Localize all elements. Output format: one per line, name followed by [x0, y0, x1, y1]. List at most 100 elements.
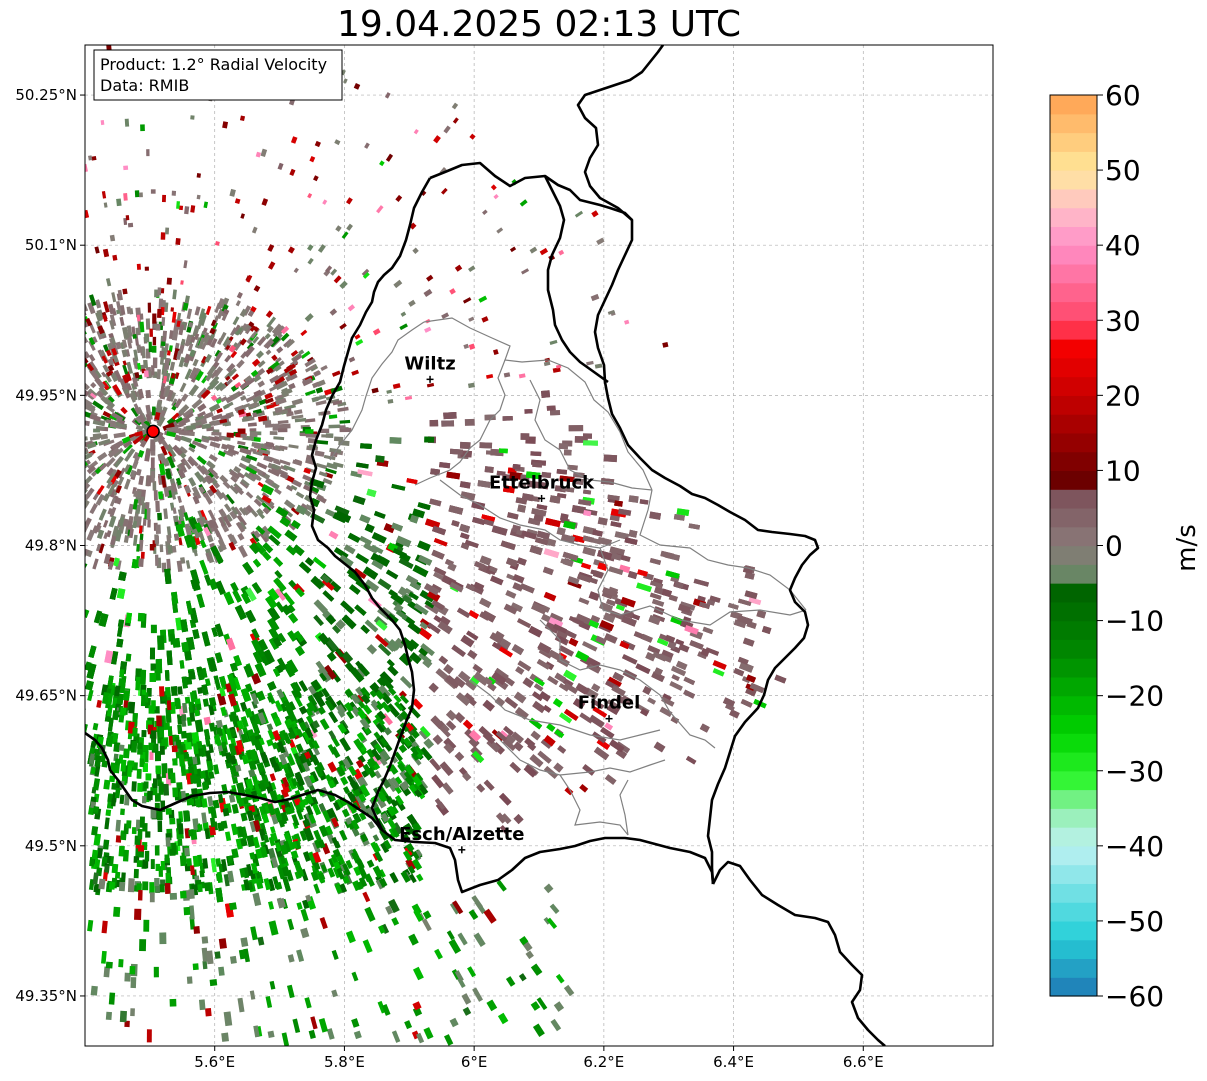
velocity-gate — [367, 821, 375, 830]
velocity-gate — [226, 363, 236, 373]
velocity-gate — [175, 477, 182, 486]
velocity-gate — [412, 247, 419, 254]
velocity-gate — [235, 326, 243, 336]
velocity-gate — [175, 416, 183, 424]
velocity-gate — [269, 374, 280, 384]
velocity-gate — [403, 771, 414, 784]
velocity-gate — [261, 198, 269, 206]
velocity-gate — [311, 720, 320, 729]
velocity-gate — [232, 316, 240, 326]
velocity-gate — [115, 484, 123, 494]
velocity-gate — [586, 360, 594, 366]
velocity-gate — [733, 619, 747, 629]
velocity-gate — [503, 372, 511, 378]
velocity-gate — [344, 689, 353, 698]
velocity-gate — [350, 667, 365, 683]
velocity-gate — [345, 816, 354, 825]
velocity-gate — [467, 649, 478, 660]
velocity-gate — [266, 738, 274, 747]
velocity-gate — [214, 240, 220, 246]
velocity-gate — [309, 155, 316, 163]
velocity-gate — [675, 638, 685, 646]
velocity-gate — [186, 336, 192, 346]
velocity-gate — [391, 522, 403, 532]
velocity-gate — [592, 570, 604, 579]
velocity-gate — [240, 701, 248, 712]
velocity-gate — [273, 459, 282, 466]
velocity-gate — [116, 421, 128, 429]
velocity-gate — [400, 311, 407, 317]
velocity-gate — [253, 819, 262, 833]
velocity-gate — [89, 368, 99, 380]
velocity-gate — [414, 788, 423, 798]
velocity-gate — [594, 363, 603, 369]
velocity-gate — [645, 651, 656, 662]
velocity-gate — [143, 781, 149, 789]
velocity-gate — [145, 404, 152, 415]
velocity-gate — [188, 446, 196, 453]
velocity-gate — [377, 791, 388, 803]
velocity-gate — [73, 355, 80, 363]
velocity-gate — [313, 829, 322, 842]
velocity-gate — [364, 543, 376, 553]
velocity-gate — [331, 370, 341, 377]
velocity-gate — [217, 538, 227, 551]
velocity-gate — [228, 448, 240, 455]
velocity-gate — [375, 455, 385, 463]
velocity-gate — [267, 244, 275, 252]
velocity-gate — [75, 361, 85, 372]
velocity-gate — [152, 313, 157, 324]
velocity-gate — [200, 355, 208, 364]
velocity-gate — [126, 361, 134, 374]
velocity-gate — [85, 349, 86, 360]
velocity-gate — [359, 784, 371, 798]
velocity-gate — [274, 588, 286, 601]
velocity-gate — [482, 731, 496, 745]
velocity-gate — [250, 862, 259, 875]
velocity-gate — [343, 78, 348, 84]
velocity-gate — [426, 382, 435, 388]
velocity-gate — [383, 727, 392, 736]
velocity-gate — [171, 745, 178, 753]
velocity-gate — [274, 406, 283, 414]
velocity-gate — [189, 865, 195, 876]
velocity-gate — [374, 794, 387, 809]
velocity-gate — [313, 599, 328, 614]
velocity-gate — [331, 989, 338, 998]
velocity-gate — [502, 738, 516, 751]
velocity-gate — [176, 320, 181, 328]
velocity-gate — [413, 909, 424, 923]
velocity-gate — [486, 373, 494, 379]
velocity-gate — [662, 341, 669, 348]
velocity-gate — [330, 853, 339, 864]
velocity-gate — [257, 712, 267, 725]
velocity-gate — [597, 517, 608, 526]
velocity-gate — [642, 685, 652, 695]
velocity-gate — [377, 578, 392, 591]
velocity-gate — [98, 438, 111, 446]
velocity-gate — [468, 729, 482, 742]
velocity-gate — [303, 775, 313, 788]
velocity-gate — [102, 839, 110, 850]
velocity-gate — [295, 491, 305, 499]
velocity-gate — [525, 950, 534, 960]
velocity-gate — [163, 357, 171, 370]
velocity-gate — [249, 431, 258, 438]
velocity-gate — [389, 437, 402, 444]
velocity-gate — [459, 523, 471, 533]
velocity-gate — [146, 149, 150, 157]
velocity-gate — [596, 738, 611, 750]
velocity-gate — [240, 812, 248, 822]
velocity-gate — [306, 701, 316, 712]
velocity-gate — [602, 587, 618, 597]
velocity-gate — [756, 609, 767, 619]
velocity-gate — [547, 675, 559, 686]
velocity-gate — [132, 727, 138, 737]
velocity-gate — [262, 525, 271, 536]
velocity-gate — [461, 993, 472, 1005]
velocity-gate — [130, 389, 138, 401]
velocity-gate — [618, 508, 632, 516]
velocity-gate — [358, 876, 368, 888]
velocity-gate — [273, 487, 282, 495]
velocity-gate — [275, 325, 287, 337]
